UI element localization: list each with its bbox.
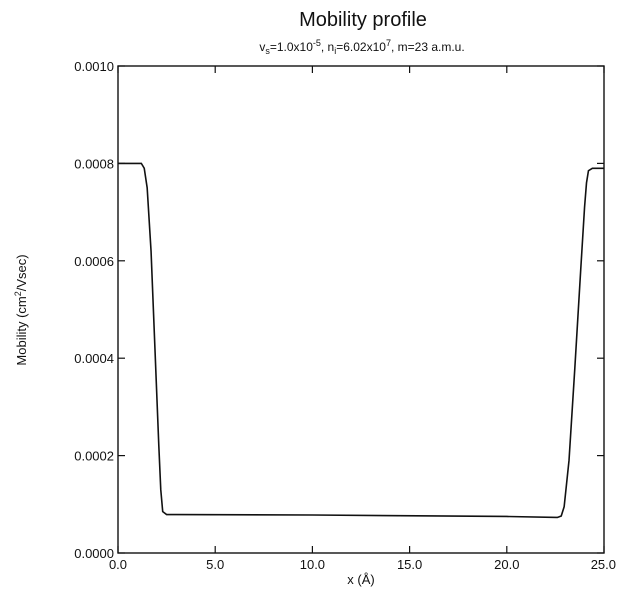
chart-title: Mobility profile — [299, 9, 427, 31]
y-axis-label-prefix: Mobility (cm — [14, 296, 29, 365]
subtitle-v-sub: s — [265, 46, 270, 56]
subtitle-n-prefix: , n — [321, 40, 334, 54]
y-axis-ticks: 0.0000 0.0002 0.0004 0.0006 0.0008 0.0010 — [74, 59, 604, 561]
subtitle-v-label: v — [259, 40, 265, 54]
subtitle-n-value: =6.02x10 — [336, 40, 386, 54]
y-axis-label: Mobility (cm2/Vsec) — [13, 254, 29, 365]
subtitle-v-exp: -5 — [313, 38, 321, 48]
y-tick-label: 0.0010 — [74, 59, 114, 74]
y-axis-label-suffix: /Vsec) — [14, 254, 29, 291]
subtitle-tail: , m=23 a.m.u. — [391, 40, 465, 54]
plot-frame — [117, 65, 605, 554]
subtitle-n-sub: i — [334, 46, 336, 56]
mobility-series-line — [118, 162, 604, 519]
x-axis-label: x (Å) — [347, 572, 374, 587]
subtitle-n-exp: 7 — [386, 38, 391, 48]
y-tick-label: 0.0004 — [74, 351, 114, 366]
x-tick-label: 15.0 — [397, 557, 422, 572]
y-tick-label: 0.0000 — [74, 546, 114, 561]
x-tick-label: 5.0 — [206, 557, 224, 572]
x-tick-label: 25.0 — [591, 557, 616, 572]
y-tick-label: 0.0006 — [74, 254, 114, 269]
y-axis-label-exp: 2 — [13, 291, 23, 296]
x-tick-label: 10.0 — [300, 557, 325, 572]
y-tick-label: 0.0008 — [74, 156, 114, 171]
x-tick-label: 0.0 — [109, 557, 127, 572]
chart-subtitle: vs=1.0x10-5, ni=6.02x107, m=23 a.m.u. — [259, 38, 464, 56]
x-tick-label: 20.0 — [494, 557, 519, 572]
x-axis-ticks: 0.0 5.0 10.0 15.0 20.0 25.0 — [109, 66, 616, 572]
y-tick-label: 0.0002 — [74, 449, 114, 464]
subtitle-v-value: =1.0x10 — [270, 40, 313, 54]
